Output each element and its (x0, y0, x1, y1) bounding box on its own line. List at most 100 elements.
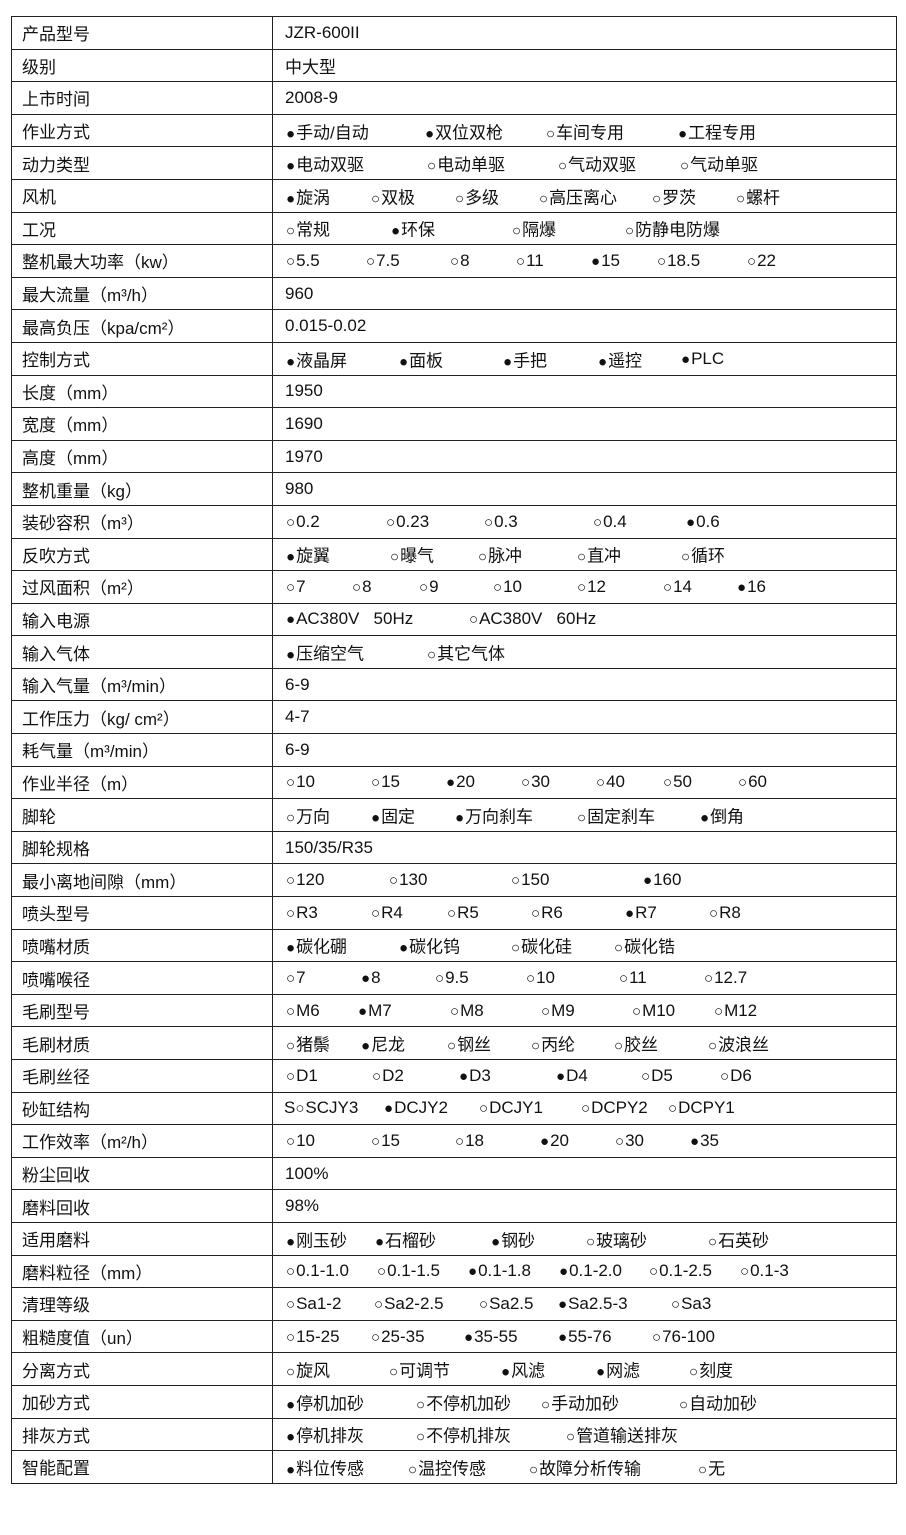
option-item: ●0.1-2.0 (559, 1261, 622, 1281)
filled-circle-icon: ● (384, 1100, 394, 1118)
table-row: 适用磨料 ●刚玉砂 ●石榴砂 ●钢砂 ○玻璃砂 ○石英砂 (11, 1221, 897, 1256)
option-item: ●停机加砂 (286, 1389, 364, 1414)
option-label: 5.5 (296, 250, 320, 270)
table-row: 粉尘回收 100% (11, 1156, 897, 1191)
empty-circle-icon: ○ (657, 252, 667, 270)
option-label: R6 (541, 902, 563, 922)
option-item: ●环保 (391, 216, 435, 241)
option-item: ○脉冲 (478, 542, 522, 567)
option-item: ○60 (738, 772, 767, 792)
filled-circle-icon: ● (286, 939, 296, 957)
spec-value-text: 1690 (285, 413, 323, 433)
option-item: ○0.23 (386, 512, 429, 532)
empty-circle-icon: ○ (450, 1002, 460, 1020)
spec-value: ●刚玉砂 ●石榴砂 ●钢砂 ○玻璃砂 ○石英砂 (272, 1221, 897, 1256)
spec-label: 智能配置 (11, 1450, 273, 1484)
spec-value: ○10 ○15 ●20 ○30 ○40 ○50 ○60 (272, 765, 897, 800)
empty-circle-icon: ○ (377, 1263, 387, 1281)
spec-label: 喷嘴材质 (11, 928, 273, 963)
option-item: ○碳化锆 (614, 933, 675, 958)
filled-circle-icon: ● (503, 353, 513, 371)
table-row: 作业半径（m） ○10 ○15 ●20 ○30 ○40 ○50 ○60 (11, 765, 897, 800)
empty-circle-icon: ○ (389, 1363, 399, 1381)
option-item: ●遥控 (598, 346, 642, 371)
spec-value: ○10 ○15 ○18 ●20 ○30 ●35 (272, 1124, 897, 1158)
option-item: ○Sa2.5 (479, 1294, 534, 1314)
option-label: 网滤 (606, 1361, 641, 1381)
option-label: 25-35 (381, 1326, 425, 1346)
option-item: ○0.2 (286, 512, 320, 532)
empty-circle-icon: ○ (632, 1002, 642, 1020)
filled-circle-icon: ● (358, 1002, 368, 1020)
option-label: 手把 (513, 351, 548, 371)
empty-circle-icon: ○ (286, 1132, 296, 1150)
spec-label: 毛刷型号 (11, 993, 273, 1028)
option-item: ●55-76 (558, 1327, 612, 1347)
empty-circle-icon: ○ (511, 939, 521, 957)
option-label: 0.4 (603, 511, 627, 531)
spec-value: ○15-25 ○25-35 ●35-55 ●55-76 ○76-100 (272, 1319, 897, 1354)
filled-circle-icon: ● (286, 611, 296, 629)
option-item: ○电动单驱 (427, 151, 505, 176)
option-label: 碳化硼 (296, 937, 348, 957)
option-label: D5 (651, 1065, 673, 1085)
option-item: ○R5 (447, 903, 479, 923)
filled-circle-icon: ● (598, 353, 608, 371)
table-row: 毛刷丝径 ○D1 ○D2 ●D3 ●D4 ○D5 ○D6 (11, 1059, 897, 1093)
empty-circle-icon: ○ (479, 1100, 489, 1118)
filled-circle-icon: ● (596, 1363, 606, 1381)
empty-circle-icon: ○ (663, 774, 673, 792)
option-item: ●尼龙 (361, 1031, 405, 1056)
option-item: ●0.6 (686, 512, 720, 532)
table-row: 高度（mm） 1970 (11, 439, 897, 474)
table-row: 动力类型 ●电动双驱 ○电动单驱 ○气动双驱 ○气动单驱 (11, 146, 897, 180)
spec-value: ●停机排灰 ○不停机排灰 ○管道输送排灰 (272, 1417, 897, 1452)
empty-circle-icon: ○ (286, 970, 296, 988)
spec-value-text: 6-9 (285, 674, 310, 694)
empty-circle-icon: ○ (286, 1328, 296, 1346)
table-row: 最小离地间隙（mm） ○120 ○130 ○150 ●160 (11, 863, 897, 898)
option-item: ●D4 (556, 1066, 588, 1086)
filled-circle-icon: ● (286, 1396, 296, 1414)
empty-circle-icon: ○ (286, 252, 296, 270)
option-item: ○玻璃砂 (586, 1226, 647, 1251)
option-item: ●工程专用 (678, 118, 756, 143)
option-item: ●面板 (399, 346, 443, 371)
option-item: ○9.5 (435, 968, 469, 988)
empty-circle-icon: ○ (596, 774, 606, 792)
empty-circle-icon: ○ (371, 1328, 381, 1346)
option-item: ○12.7 (704, 968, 747, 988)
spec-label: 分离方式 (11, 1352, 273, 1386)
option-item: ●15 (591, 251, 620, 271)
spec-value: ○5.5 ○7.5 ○8 ○11 ●15 ○18.5 ○22 (272, 244, 897, 278)
spec-label: 磨料回收 (11, 1189, 273, 1223)
option-item: ○不停机加砂 (416, 1389, 511, 1414)
option-item: ○DCPY2 (581, 1098, 648, 1118)
table-row: 长度（mm） 1950 (11, 374, 897, 409)
option-label: 60 (748, 772, 767, 792)
table-row: 最高负压（kpa/cm²） 0.015-0.02 (11, 309, 897, 343)
option-label: M9 (551, 1000, 575, 1020)
option-label: R5 (457, 902, 479, 922)
filled-circle-icon: ● (700, 809, 710, 827)
option-label: 碳化钨 (409, 937, 461, 957)
spec-value: 2008-9 (272, 81, 897, 115)
option-item: ○76-100 (652, 1327, 715, 1347)
spec-value: S○SCJY3 ●DCJY2 ○DCJY1 ○DCPY2 ○DCPY1 (272, 1091, 897, 1126)
option-item: ●旋翼 (286, 542, 330, 567)
table-row: 分离方式 ○旋风 ○可调节 ●风滤 ●网滤 ○刻度 (11, 1352, 897, 1386)
option-label: M12 (724, 1000, 758, 1020)
spec-value: 6-9 (272, 733, 897, 767)
empty-circle-icon: ○ (286, 578, 296, 596)
empty-circle-icon: ○ (680, 157, 690, 175)
table-row: 宽度（mm） 1690 (11, 407, 897, 441)
empty-circle-icon: ○ (455, 190, 465, 208)
option-label: 40 (606, 772, 625, 792)
filled-circle-icon: ● (399, 353, 409, 371)
option-label: 50 (673, 772, 692, 792)
option-item: ○5.5 (286, 251, 320, 271)
filled-circle-icon: ● (464, 1328, 474, 1346)
table-row: 磨料回收 98% (11, 1189, 897, 1223)
table-row: 毛刷型号 ○M6 ●M7 ○M8 ○M9 ○M10 ○M12 (11, 993, 897, 1028)
option-label: 碳化锆 (624, 937, 676, 957)
